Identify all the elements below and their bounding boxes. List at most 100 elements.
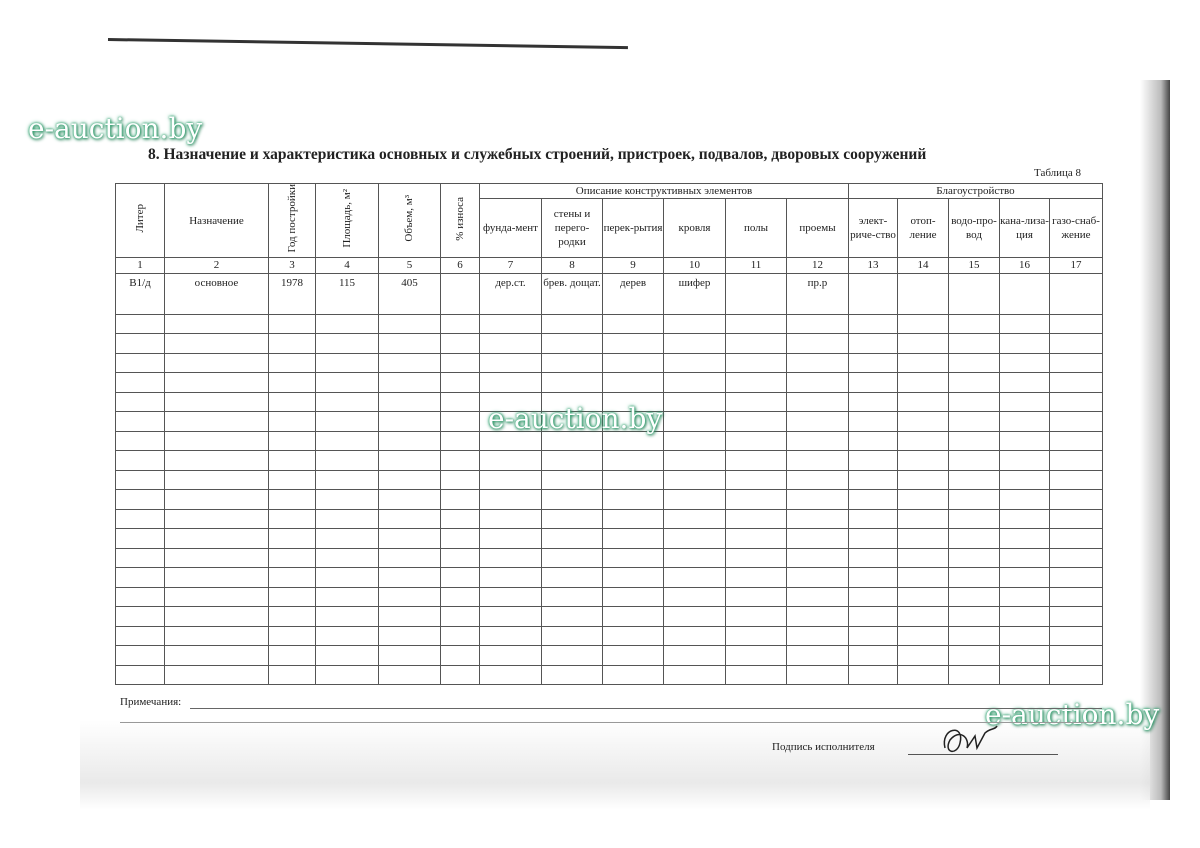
table-cell <box>440 606 480 627</box>
table-cell <box>268 489 316 510</box>
table-cell <box>663 333 726 354</box>
table-cell <box>440 489 480 510</box>
table-cell <box>786 508 849 530</box>
table-cell <box>315 313 379 335</box>
table-cell <box>663 606 726 627</box>
table-cell <box>725 469 787 491</box>
table-cell <box>479 508 542 530</box>
table-cell: 1978 <box>268 272 316 315</box>
empty-row <box>115 606 1103 627</box>
table-cell <box>725 664 787 686</box>
table-cell <box>848 567 898 588</box>
empty-row <box>115 352 1103 374</box>
table-cell <box>786 313 849 335</box>
table-cell <box>848 508 898 530</box>
table-cell <box>999 645 1050 666</box>
column-number: 12 <box>786 257 849 274</box>
notes-line <box>190 708 1102 709</box>
empty-row <box>115 664 1103 686</box>
table-cell <box>725 313 787 335</box>
table-cell <box>786 391 849 413</box>
table-cell <box>164 547 269 569</box>
table-cell <box>164 430 269 452</box>
table-cell <box>440 625 480 647</box>
header-cell: фунда-мент <box>479 198 542 259</box>
table-cell <box>315 469 379 491</box>
table-cell <box>602 625 664 647</box>
table-cell <box>1049 567 1103 588</box>
table-cell <box>479 352 542 374</box>
table-cell <box>164 567 269 588</box>
table-cell <box>897 430 949 452</box>
table-cell <box>378 625 441 647</box>
table-cell <box>315 567 379 588</box>
table-cell <box>999 625 1050 647</box>
table-cell <box>440 567 480 588</box>
table-cell <box>315 586 379 608</box>
table-cell <box>541 372 603 393</box>
table-cell <box>1049 606 1103 627</box>
group-header: Благоустройство <box>848 182 1103 200</box>
table-cell <box>999 547 1050 569</box>
table-cell <box>602 664 664 686</box>
table-cell <box>315 352 379 374</box>
table-cell <box>948 333 1000 354</box>
table-cell <box>541 645 603 666</box>
table-cell <box>786 469 849 491</box>
table-cell <box>999 586 1050 608</box>
table-cell <box>948 489 1000 510</box>
table-cell <box>378 391 441 413</box>
table-cell <box>479 645 542 666</box>
table-cell <box>378 508 441 530</box>
empty-row <box>115 508 1103 530</box>
table-cell <box>268 352 316 374</box>
table-cell <box>948 272 1000 315</box>
table-cell: пр.р <box>786 272 849 315</box>
header-cell: Литер <box>115 182 165 259</box>
table-cell: брев. дощат. <box>541 272 603 315</box>
empty-row <box>115 430 1103 452</box>
table-cell <box>663 586 726 608</box>
table-cell <box>115 352 165 374</box>
table-cell <box>541 469 603 491</box>
table-cell <box>440 372 480 393</box>
table-cell <box>1049 586 1103 608</box>
table-cell <box>999 391 1050 413</box>
table-cell <box>164 391 269 413</box>
empty-row <box>115 450 1103 471</box>
table-cell <box>786 606 849 627</box>
table-cell <box>315 372 379 393</box>
table-cell <box>378 606 441 627</box>
header-cell: Год постройки <box>268 182 316 259</box>
table-cell <box>541 625 603 647</box>
table-cell <box>440 333 480 354</box>
table-cell <box>378 645 441 666</box>
table-cell <box>541 586 603 608</box>
table-cell <box>948 450 1000 471</box>
table-cell <box>897 411 949 432</box>
table-cell <box>315 606 379 627</box>
table-cell <box>999 313 1050 335</box>
table-cell <box>1049 489 1103 510</box>
table-cell: шифер <box>663 272 726 315</box>
table-cell <box>115 450 165 471</box>
table-cell <box>848 606 898 627</box>
table-cell <box>479 372 542 393</box>
table-cell <box>663 528 726 549</box>
empty-row <box>115 528 1103 549</box>
empty-row <box>115 567 1103 588</box>
table-cell <box>268 411 316 432</box>
table-cell <box>897 567 949 588</box>
table-cell <box>897 391 949 413</box>
table-cell <box>315 489 379 510</box>
table-cell <box>479 547 542 569</box>
table-cell <box>268 528 316 549</box>
table-cell <box>541 333 603 354</box>
table-cell <box>786 586 849 608</box>
table-cell <box>541 606 603 627</box>
table-cell <box>999 567 1050 588</box>
column-number: 15 <box>948 257 1000 274</box>
table-cell <box>602 547 664 569</box>
table-cell <box>848 528 898 549</box>
table-cell <box>786 450 849 471</box>
